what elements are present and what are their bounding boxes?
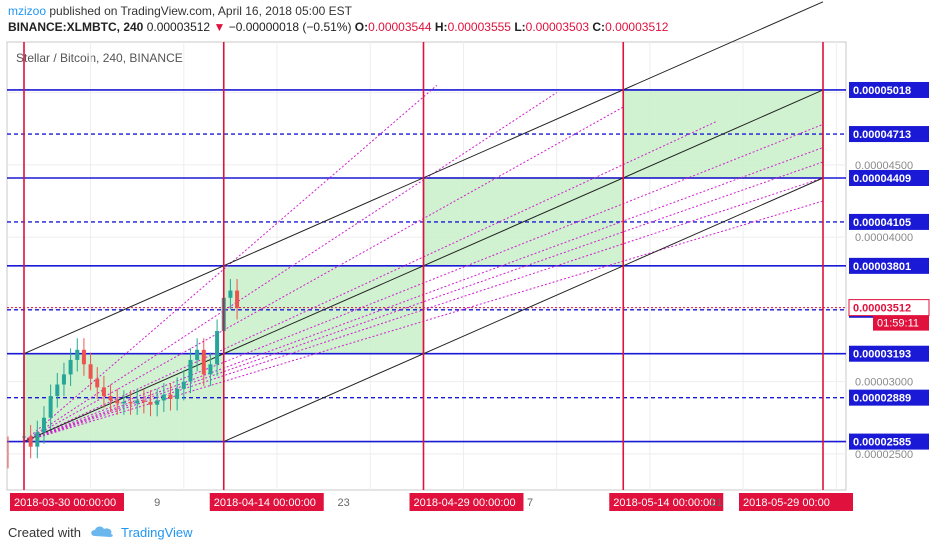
candle-body bbox=[215, 331, 220, 365]
change-arrow-icon: ▼ bbox=[213, 20, 226, 34]
candle-body bbox=[188, 359, 193, 382]
high-label: H: bbox=[434, 20, 448, 34]
y-tick-label: 0.00003000 bbox=[855, 377, 913, 389]
candle-body bbox=[35, 432, 40, 447]
close-value: 0.00003512 bbox=[605, 20, 669, 34]
candle-body bbox=[55, 384, 60, 397]
date-marker-tag bbox=[409, 493, 524, 511]
candle-body bbox=[135, 400, 140, 404]
created-with-text: Created with bbox=[8, 525, 81, 540]
y-tick-label: 0.00004500 bbox=[855, 160, 913, 172]
close-label: C: bbox=[592, 20, 606, 34]
footer: Created with TradingView bbox=[8, 524, 193, 541]
candle-body bbox=[201, 349, 206, 375]
open-label: O: bbox=[354, 20, 369, 34]
date-marker-label: 2018-04-14 00:00:00 bbox=[214, 497, 316, 509]
tradingview-link[interactable]: TradingView bbox=[120, 525, 193, 540]
fan-line bbox=[23, 84, 438, 442]
x-tick-label: 21 bbox=[710, 497, 722, 509]
price-level-label: 0.00002889 bbox=[853, 393, 911, 405]
high-value: 0.00003555 bbox=[447, 20, 511, 34]
price-level-label: 0.00002585 bbox=[853, 437, 911, 449]
date-marker-tag bbox=[209, 493, 324, 511]
channel-lower-line bbox=[223, 177, 824, 443]
price-level-tag bbox=[849, 213, 929, 230]
current-price-label: 0.00003512 bbox=[853, 303, 911, 315]
low-value: 0.00003503 bbox=[525, 20, 590, 34]
candle-body bbox=[81, 349, 86, 365]
candle-body bbox=[61, 374, 66, 385]
candle-body bbox=[48, 396, 53, 418]
price-level-tag bbox=[849, 81, 929, 98]
date-marker-label: 2018-05-14 00:00:00 bbox=[613, 497, 715, 509]
low-label: L: bbox=[514, 20, 526, 34]
countdown-tag bbox=[873, 315, 929, 331]
candle-body bbox=[68, 359, 73, 375]
candle-body bbox=[195, 349, 200, 360]
date-marker-label: 2018-03-30 00:00:00 bbox=[14, 497, 116, 509]
ohlc-header: BINANCE:XLMBTC, 240 0.00003512 ▼ −0.0000… bbox=[8, 20, 668, 34]
tradingview-logo-icon bbox=[89, 524, 115, 541]
price-level-label: 0.00005018 bbox=[853, 85, 911, 97]
candle-body bbox=[181, 381, 186, 389]
date-marker-tag bbox=[739, 493, 853, 511]
candle-body bbox=[228, 290, 233, 298]
date-marker-label: 2018-05-29 00:00 bbox=[743, 497, 830, 509]
price-level-label: 0.00004105 bbox=[853, 217, 911, 229]
x-tick-label: 7 bbox=[527, 497, 533, 509]
candle-body bbox=[95, 378, 100, 388]
candle-body bbox=[175, 388, 180, 399]
candle-body bbox=[75, 349, 80, 360]
price-level-tag bbox=[849, 169, 929, 186]
candle-body bbox=[128, 401, 133, 404]
price-change: −0.00000018 (−0.51%) bbox=[228, 20, 352, 34]
price-level-tag bbox=[849, 433, 929, 450]
candle-body bbox=[28, 436, 33, 447]
price-level-label: 0.00004409 bbox=[853, 173, 911, 185]
candle-body bbox=[141, 400, 146, 402]
candle-body bbox=[115, 400, 120, 404]
publish-info: mzizoo published on TradingView.com, Apr… bbox=[8, 4, 352, 18]
last-price: 0.00003512 bbox=[146, 20, 211, 34]
y-tick-label: 0.00002500 bbox=[855, 449, 913, 461]
date-marker-tag bbox=[609, 493, 724, 511]
open-value: 0.00003544 bbox=[368, 20, 432, 34]
candle-body bbox=[101, 387, 106, 397]
candle-body bbox=[208, 364, 213, 375]
y-tick-label: 0.00004000 bbox=[855, 232, 913, 244]
author-link[interactable]: mzizoo bbox=[8, 4, 47, 18]
date-marker-label: 2018-04-29 00:00:00 bbox=[414, 497, 516, 509]
countdown-label: 01:59:11 bbox=[877, 318, 919, 330]
candle-body bbox=[168, 394, 173, 399]
date-marker-tag bbox=[10, 493, 124, 511]
x-tick-label: 9 bbox=[154, 497, 160, 509]
price-level-label: 0.00004713 bbox=[853, 129, 911, 141]
candle-body bbox=[161, 394, 166, 401]
candle-body bbox=[121, 401, 126, 404]
candle-body bbox=[148, 401, 153, 405]
candle-body bbox=[88, 364, 93, 379]
x-tick-label: 23 bbox=[337, 497, 349, 509]
symbol-label: BINANCE:XLMBTC, 240 bbox=[8, 20, 144, 34]
candle-body bbox=[108, 396, 113, 401]
price-level-label: 0.00003801 bbox=[853, 261, 911, 273]
published-text: published on TradingView.com, April 16, … bbox=[49, 4, 353, 18]
candle-body bbox=[41, 417, 46, 433]
candle-body bbox=[235, 290, 240, 308]
price-chart[interactable]: Stellar / Bitcoin, 240, BINANCE 0.000050… bbox=[0, 0, 932, 520]
price-level-tag bbox=[849, 126, 929, 143]
price-level-label: 0.00003193 bbox=[853, 349, 911, 361]
fan-line bbox=[23, 121, 717, 443]
price-level-tag bbox=[849, 389, 929, 406]
chart-title: Stellar / Bitcoin, 240, BINANCE bbox=[16, 51, 183, 65]
candle-body bbox=[155, 400, 160, 405]
price-level-tag bbox=[849, 257, 929, 274]
price-level-tag bbox=[849, 345, 929, 362]
